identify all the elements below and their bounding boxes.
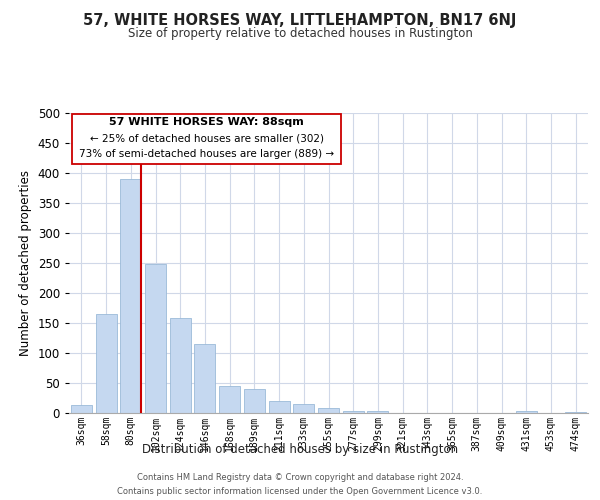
Bar [145, 264, 166, 412]
Text: Size of property relative to detached houses in Rustington: Size of property relative to detached ho… [128, 28, 472, 40]
Text: 57 WHITE HORSES WAY: 88sqm: 57 WHITE HORSES WAY: 88sqm [109, 117, 304, 127]
Bar [120, 178, 141, 412]
Bar [219, 386, 240, 412]
Text: 57, WHITE HORSES WAY, LITTLEHAMPTON, BN17 6NJ: 57, WHITE HORSES WAY, LITTLEHAMPTON, BN1… [83, 12, 517, 28]
Text: 73% of semi-detached houses are larger (889) →: 73% of semi-detached houses are larger (… [79, 148, 334, 158]
Text: Contains HM Land Registry data © Crown copyright and database right 2024.: Contains HM Land Registry data © Crown c… [137, 472, 463, 482]
Bar [71, 404, 92, 412]
Y-axis label: Number of detached properties: Number of detached properties [19, 170, 32, 356]
Text: ← 25% of detached houses are smaller (302): ← 25% of detached houses are smaller (30… [89, 134, 323, 143]
Bar [318, 408, 339, 412]
Bar [293, 404, 314, 412]
Bar [343, 410, 364, 412]
Bar [194, 344, 215, 412]
Text: Contains public sector information licensed under the Open Government Licence v3: Contains public sector information licen… [118, 488, 482, 496]
FancyBboxPatch shape [71, 114, 341, 164]
Bar [95, 314, 116, 412]
Bar [269, 401, 290, 412]
Bar [170, 318, 191, 412]
Bar [244, 389, 265, 412]
Text: Distribution of detached houses by size in Rustington: Distribution of detached houses by size … [142, 442, 458, 456]
